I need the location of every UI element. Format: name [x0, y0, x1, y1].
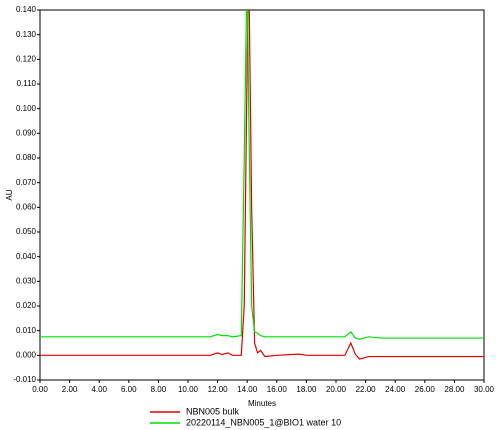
x-tick-label: 8.00: [151, 385, 167, 394]
x-tick-label: 14.00: [237, 385, 258, 394]
x-tick-label: 2.00: [62, 385, 78, 394]
x-tick-label: 18.00: [296, 385, 317, 394]
x-tick-label: 0.00: [32, 385, 48, 394]
x-tick-label: 22.00: [356, 385, 377, 394]
legend-label: 20220114_NBN005_1@BIO1 water 10: [186, 417, 341, 427]
x-tick-label: 26.00: [415, 385, 436, 394]
y-tick-label: 0.000: [16, 350, 37, 359]
y-tick-label: 0.070: [16, 178, 37, 187]
series-line: [40, 10, 484, 360]
y-tick-label: 0.120: [16, 54, 37, 63]
y-tick-label: 0.020: [16, 301, 37, 310]
y-tick-label: -0.010: [13, 375, 36, 384]
plot-lines: [40, 10, 484, 360]
x-tick-label: 24.00: [385, 385, 406, 394]
x-tick-label: 4.00: [91, 385, 107, 394]
y-tick-label: 0.100: [16, 104, 37, 113]
x-tick-label: 16.00: [267, 385, 288, 394]
x-tick-label: 20.00: [326, 385, 347, 394]
x-tick-label: 30.00: [474, 385, 495, 394]
x-tick-label: 6.00: [121, 385, 137, 394]
series-line: [40, 10, 484, 340]
x-tick-label: 28.00: [444, 385, 465, 394]
y-tick-label: 0.090: [16, 128, 37, 137]
y-tick-label: 0.050: [16, 227, 37, 236]
x-axis-label: Minutes: [248, 399, 276, 408]
y-tick-label: 0.140: [16, 5, 37, 14]
y-tick-label: 0.030: [16, 276, 37, 285]
y-tick-label: 0.080: [16, 153, 37, 162]
y-tick-label: 0.060: [16, 202, 37, 211]
y-axis-label: AU: [5, 189, 14, 200]
legend-label: NBN005 bulk: [186, 406, 240, 416]
y-tick-label: 0.040: [16, 252, 37, 261]
x-tick-label: 10.00: [178, 385, 199, 394]
x-tick-label: 12.00: [208, 385, 229, 394]
y-tick-label: 0.130: [16, 30, 37, 39]
y-tick-label: 0.010: [16, 326, 37, 335]
y-tick-label: 0.110: [17, 79, 37, 88]
plot-frame: [39, 9, 485, 381]
